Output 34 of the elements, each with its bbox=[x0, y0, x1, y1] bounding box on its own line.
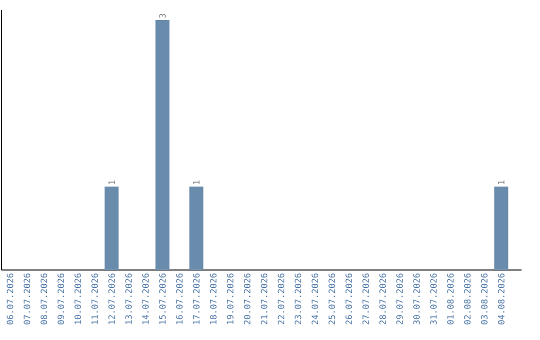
x-tick-label: 27.07.2026 bbox=[362, 274, 369, 324]
x-tick-label: 15.07.2026 bbox=[159, 274, 166, 324]
data-label: 1 bbox=[193, 180, 200, 184]
x-tick-label: 25.07.2026 bbox=[328, 274, 336, 324]
x-tick-label: 22.07.2026 bbox=[278, 274, 284, 324]
x-tick-label: 24.07.2026 bbox=[312, 274, 318, 324]
x-tick-label: 23.07.2026 bbox=[294, 274, 302, 324]
x-tick-label: 10.07.2026 bbox=[74, 274, 82, 324]
x-tick-label: 30.07.2026 bbox=[413, 274, 420, 324]
x-tick-label: 20.07.2026 bbox=[244, 274, 250, 324]
x-tick-label: 19.07.2026 bbox=[226, 274, 234, 324]
x-tick-label: 17.07.2026 bbox=[193, 274, 200, 324]
x-tick-label: 08.07.2026 bbox=[40, 274, 48, 324]
x-tick-label: 18.07.2026 bbox=[210, 274, 217, 324]
x-tick-label: 29.07.2026 bbox=[396, 274, 403, 324]
x-tick-label: 02.08.2026 bbox=[464, 274, 471, 324]
x-tick-label: 11.07.2026 bbox=[91, 274, 98, 324]
data-label: 1 bbox=[498, 180, 504, 184]
x-tick-label: 26.07.2026 bbox=[346, 274, 352, 324]
data-label: 3 bbox=[159, 14, 166, 18]
x-tick-label: 12.07.2026 bbox=[108, 274, 115, 324]
x-tick-label: 03.08.2026 bbox=[481, 274, 488, 324]
x-tick-label: 16.07.2026 bbox=[176, 274, 183, 324]
x-tick-label: 31.07.2026 bbox=[430, 274, 437, 324]
x-tick-label: 14.07.2026 bbox=[142, 274, 149, 324]
x-tick-label: 09.07.2026 bbox=[58, 274, 64, 324]
x-tick-label: 28.07.2026 bbox=[379, 274, 386, 324]
x-tick-label: 04.08.2026 bbox=[498, 274, 504, 324]
x-tick-label: 21.07.2026 bbox=[260, 274, 268, 324]
x-tick-label: 06.07.2026 bbox=[6, 274, 14, 324]
x-tick-label: 13.07.2026 bbox=[125, 274, 132, 324]
x-tick-label: 07.07.2026 bbox=[24, 274, 30, 324]
x-tick-label: 01.08.2026 bbox=[447, 274, 454, 324]
data-label: 1 bbox=[108, 180, 115, 184]
